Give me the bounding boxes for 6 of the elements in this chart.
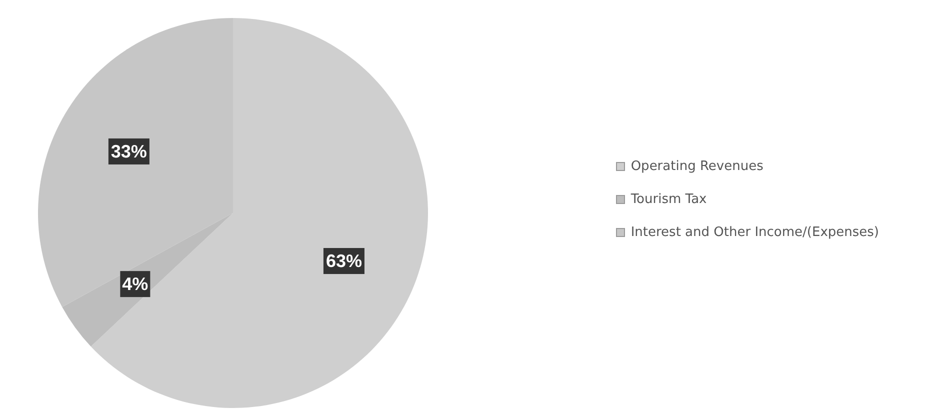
legend-label: Operating Revenues [630, 158, 764, 174]
data-label: 63% [326, 251, 362, 272]
legend-label: Interest and Other Income/(Expenses) [630, 224, 879, 240]
data-label: 33% [110, 141, 147, 162]
legend-label: Tourism Tax [630, 192, 707, 206]
data-label: 4% [122, 274, 148, 294]
